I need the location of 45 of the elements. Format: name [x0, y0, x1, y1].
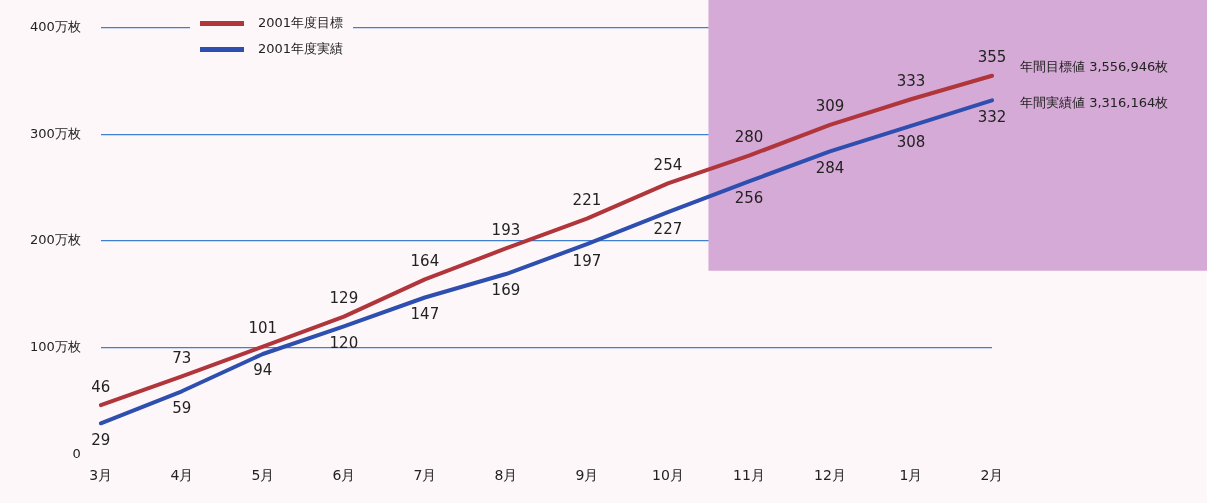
data-label: 147: [410, 304, 440, 323]
x-tick-label: 7月: [413, 467, 437, 484]
x-tick-label: 12月: [814, 467, 846, 484]
y-tick-label: 400万枚: [29, 19, 81, 35]
y-tick-label: 0: [72, 445, 81, 461]
text: 年間目標値 3,556,946枚: [1020, 59, 1169, 75]
data-label: 46: [91, 377, 111, 396]
data-label: 332: [977, 107, 1007, 126]
data-label: 280: [734, 128, 764, 147]
data-label: 193: [491, 220, 521, 239]
data-label: 221: [572, 191, 602, 209]
data-label: 73: [172, 348, 192, 367]
x-tick-label: 4月: [170, 467, 194, 484]
y-tick-label: 300万枚: [29, 125, 81, 141]
data-label: 197: [572, 251, 602, 270]
data-label: 101: [248, 318, 278, 337]
data-label: 169: [491, 281, 521, 300]
data-label: 29: [91, 430, 111, 449]
data-label: 284: [815, 158, 845, 177]
y-tick-label: 200万枚: [29, 232, 81, 248]
x-tick-label: 2月: [980, 467, 1004, 484]
data-label: 94: [253, 361, 273, 380]
x-tick-label: 3月: [89, 467, 113, 484]
data-label: 227: [653, 219, 683, 238]
data-label: 254: [653, 155, 683, 174]
x-tick-label: 6月: [332, 467, 356, 484]
data-label: 256: [734, 188, 764, 207]
data-label: 309: [815, 97, 845, 116]
data-label: 355: [977, 48, 1007, 67]
data-label: 308: [896, 133, 926, 152]
x-tick-label: 8月: [494, 467, 518, 484]
x-tick-label: 1月: [899, 467, 923, 484]
y-tick-label: 100万枚: [29, 338, 81, 354]
data-label: 59: [172, 398, 192, 417]
legend-label: 2001年度実績: [258, 40, 344, 58]
x-tick-label: 10月: [652, 467, 684, 484]
legend-label: 2001年度目標: [258, 14, 344, 32]
data-label: 129: [329, 289, 359, 308]
data-label: 333: [896, 71, 926, 90]
x-tick-label: 9月: [575, 467, 599, 484]
data-label: 164: [410, 251, 440, 270]
text: 年間実績値 3,316,164枚: [1020, 95, 1169, 111]
x-tick-label: 11月: [733, 467, 765, 484]
data-label: 120: [329, 333, 359, 352]
x-tick-label: 5月: [251, 467, 275, 484]
